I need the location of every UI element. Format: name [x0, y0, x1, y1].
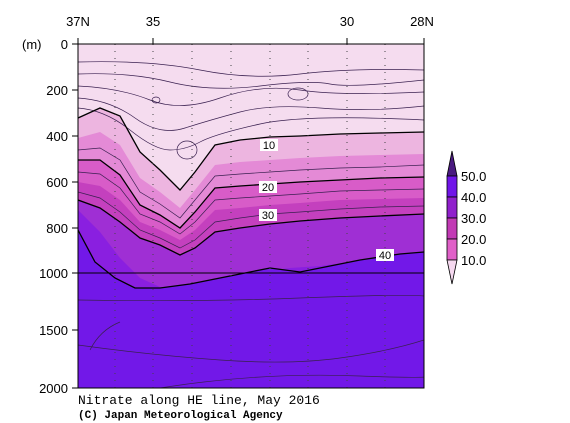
y-tick-label: 200 [46, 83, 68, 98]
y-unit-label: (m) [22, 37, 42, 52]
contour-label: 10 [260, 139, 278, 152]
chart-credit: (C) Japan Meteorological Agency [78, 410, 283, 422]
y-tick-label: 2000 [39, 381, 68, 396]
colorbar-swatch [446, 175, 458, 198]
x-axis: 37N 35 30 28N [66, 14, 434, 44]
colorbar-label: 40.0 [461, 190, 486, 205]
contour-label-20: 20 [262, 182, 274, 194]
contour-label: 40 [376, 249, 394, 262]
y-tick-label: 1500 [39, 323, 68, 338]
colorbar-label: 10.0 [461, 253, 486, 268]
plot-area [78, 44, 424, 388]
contour-label-30: 30 [262, 210, 274, 222]
colorbar-label: 50.0 [461, 169, 486, 184]
x-tick-label: 30 [340, 14, 354, 29]
colorbar-label: 20.0 [461, 232, 486, 247]
contour-label-10: 10 [263, 140, 275, 152]
colorbar: 50.0 40.0 30.0 20.0 10.0 [446, 150, 486, 285]
colorbar-swatch [446, 217, 458, 240]
colorbar-top-arrow [446, 150, 458, 177]
colorbar-swatch [446, 196, 458, 219]
y-tick-label: 600 [46, 175, 68, 190]
y-tick-label: 400 [46, 129, 68, 144]
colorbar-bottom-arrow [446, 259, 458, 285]
contour-label: 30 [259, 209, 277, 222]
y-axis: (m) 0 200 400 600 800 1000 1500 2000 [22, 37, 78, 396]
y-tick-label: 0 [61, 37, 68, 52]
contour-label-40: 40 [379, 250, 391, 262]
band-above-40 [78, 230, 424, 388]
x-tick-label: 35 [146, 14, 160, 29]
contour-labels: 10 20 30 40 [259, 139, 394, 262]
colorbar-label: 30.0 [461, 211, 486, 226]
thick-contours [78, 107, 424, 289]
chart-title: Nitrate along HE line, May 2016 [78, 393, 320, 408]
x-tick-label: 37N [66, 14, 90, 29]
colorbar-swatch [446, 238, 458, 261]
y-tick-label: 1000 [39, 266, 68, 281]
x-tick-label: 28N [410, 14, 434, 29]
plot-frame [77, 43, 425, 389]
contour-lines [78, 61, 424, 388]
contour-label: 20 [259, 181, 277, 194]
y-tick-label: 800 [46, 221, 68, 236]
